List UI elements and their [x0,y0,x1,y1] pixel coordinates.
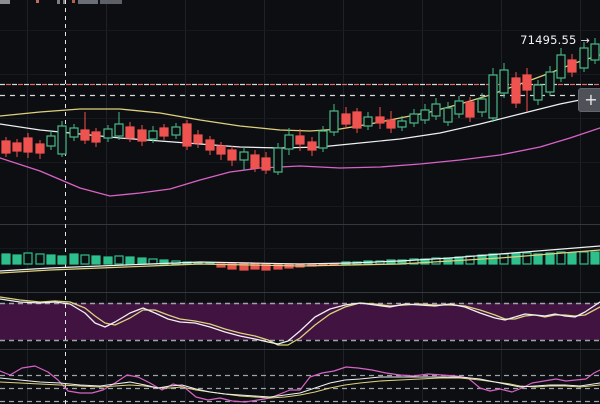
oversold-zone [0,303,600,340]
clipped-text-fragment [36,0,39,3]
oscillator-lines [0,296,600,346]
clipped-text-fragment [78,0,98,4]
price-arrow-icon: → [580,33,590,47]
add-order-plus-button[interactable]: + [578,88,600,112]
clipped-text-fragment [57,0,60,4]
macd-lines [0,245,600,274]
clipped-text-fragment [100,0,122,4]
kdj-lines [0,365,600,403]
clipped-text-fragment [72,0,75,3]
clipped-text-fragment [0,0,10,4]
last-price-value: 71495.55 [520,33,577,47]
last-price-label: 71495.55 → [520,33,590,47]
clipped-text-fragment [63,0,65,4]
candles-layer [1,38,600,175]
